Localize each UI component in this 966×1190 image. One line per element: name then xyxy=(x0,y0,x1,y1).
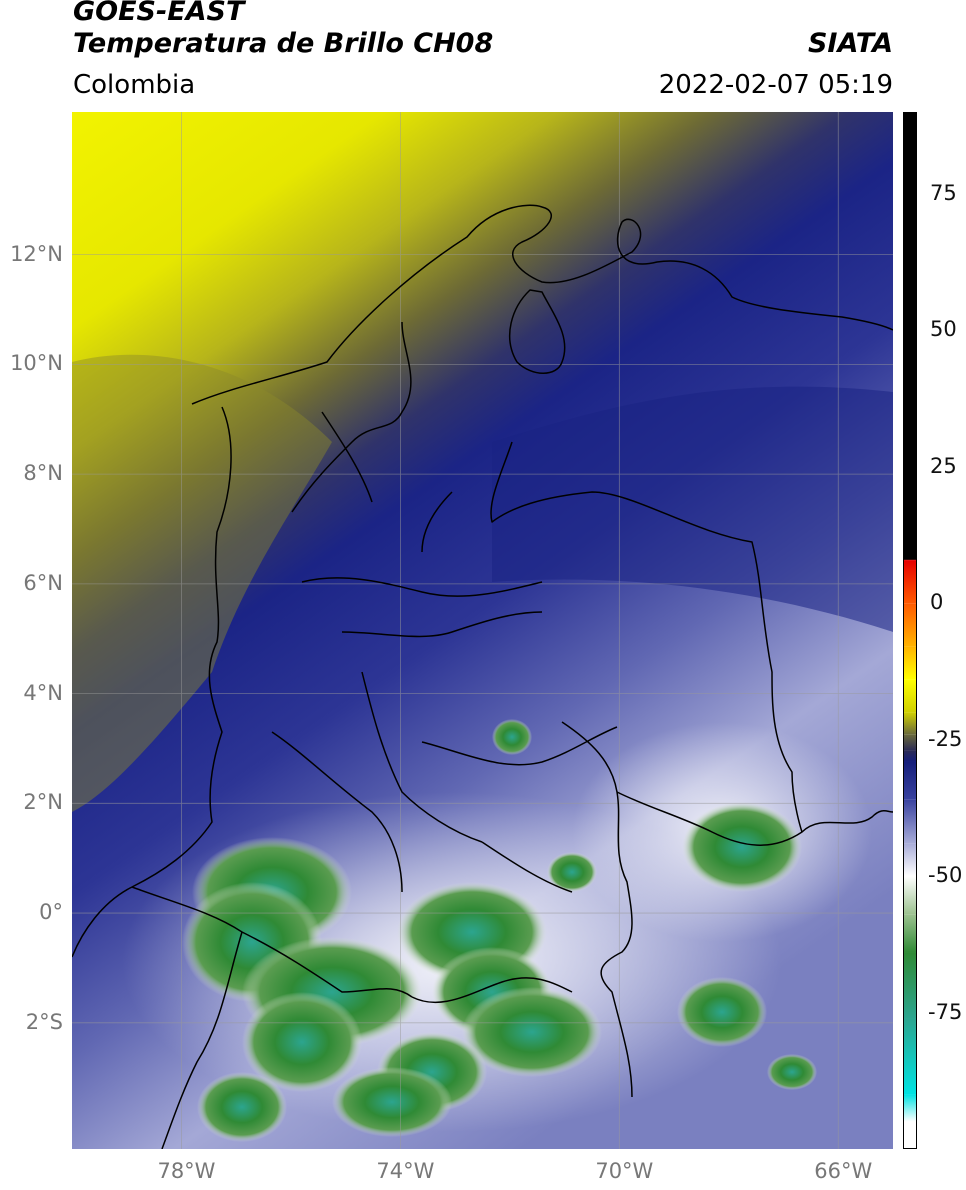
latitude-label: 12°N xyxy=(10,241,63,266)
longitude-label: 66°W xyxy=(814,1159,873,1183)
colorbar-band xyxy=(903,750,917,762)
colombia-internal-6 xyxy=(421,726,618,766)
organization-label: SIATA xyxy=(807,28,893,59)
latitude-label: 8°N xyxy=(23,461,63,486)
colorbar-band xyxy=(903,646,917,680)
latitude-label: 4°N xyxy=(23,680,63,705)
convective-cells xyxy=(182,719,817,1142)
caribbean-coastline xyxy=(191,204,893,405)
convective-cell xyxy=(677,977,767,1047)
colorbar-band xyxy=(903,914,917,953)
colombia-internal-9 xyxy=(421,491,453,553)
colombia-internal-2 xyxy=(301,577,543,597)
colorbar-band xyxy=(903,799,917,844)
product-title: Temperatura de Brillo CH08 xyxy=(73,28,494,59)
colorbar-band xyxy=(903,734,917,751)
colorbar-tick-label: -50 xyxy=(928,863,963,888)
colorbar-tick-label: -75 xyxy=(928,999,963,1024)
latitude-label: 10°N xyxy=(10,351,63,376)
colombia-brazil-border xyxy=(561,721,633,1098)
colorbar-band xyxy=(903,952,917,1019)
colorbar-tick-label: 0 xyxy=(930,590,944,615)
convective-cell xyxy=(767,1054,817,1090)
temperature-colorbar xyxy=(903,112,917,1149)
convective-cell xyxy=(332,1067,452,1137)
colorbar-band xyxy=(903,1121,917,1149)
colorbar-band xyxy=(903,679,917,713)
colorbar-band xyxy=(903,761,917,800)
convective-cell xyxy=(547,852,597,892)
colorbar-band xyxy=(903,1018,917,1095)
convective-cell xyxy=(242,992,362,1092)
colombia-venezuela-border xyxy=(490,441,803,833)
cold-band-north xyxy=(492,386,893,632)
colombia-ecuador-border xyxy=(131,886,413,998)
colorbar-tick-label: 75 xyxy=(930,180,957,205)
longitude-label: 74°W xyxy=(376,1159,435,1183)
warm-region-west xyxy=(72,354,332,812)
colorbar-band xyxy=(903,559,917,561)
product-satellite-title: GOES-EAST xyxy=(73,0,245,27)
colorbar-band xyxy=(903,603,917,647)
colorbar-tick-label: 50 xyxy=(930,317,957,342)
convective-cell xyxy=(492,719,532,755)
latitude-label: 0° xyxy=(39,900,63,925)
maracaibo-outline xyxy=(509,289,566,374)
longitude-label: 70°W xyxy=(595,1159,654,1183)
colombia-peru-border xyxy=(411,977,573,1004)
colombia-internal-8 xyxy=(321,411,373,503)
colorbar-tick-label: -25 xyxy=(928,726,963,751)
colorbar-band xyxy=(903,112,917,560)
colombia-internal-4 xyxy=(361,671,483,843)
convective-cell xyxy=(462,987,602,1077)
convective-cell xyxy=(197,1072,287,1142)
longitude-label: 78°W xyxy=(157,1159,216,1183)
colombia-internal-3 xyxy=(341,611,543,638)
latitude-label: 6°N xyxy=(23,570,63,595)
colorbar-band xyxy=(903,876,917,915)
latitude-label: 2°N xyxy=(23,790,63,815)
convective-cell xyxy=(682,802,802,892)
venezuela-brazil-border xyxy=(616,791,893,846)
timestamp-label: 2022-02-07 05:19 xyxy=(658,70,893,100)
map-gridlines xyxy=(72,112,893,1149)
colorbar-band xyxy=(903,1094,917,1122)
brightness-temperature-map xyxy=(72,112,893,1149)
colorbar-band xyxy=(903,843,917,877)
colorbar-tick-label: 25 xyxy=(930,453,957,478)
country-boundaries xyxy=(72,204,893,1149)
colombia-internal-1 xyxy=(291,321,412,513)
colorbar-band xyxy=(903,712,917,735)
colorbar-band xyxy=(903,560,917,604)
region-label: Colombia xyxy=(73,70,196,100)
colombia-internal-5 xyxy=(271,731,403,893)
colombia-internal-7 xyxy=(481,841,573,893)
latitude-label: 2°S xyxy=(25,1009,63,1034)
ecuador-peru-border xyxy=(161,931,243,1149)
